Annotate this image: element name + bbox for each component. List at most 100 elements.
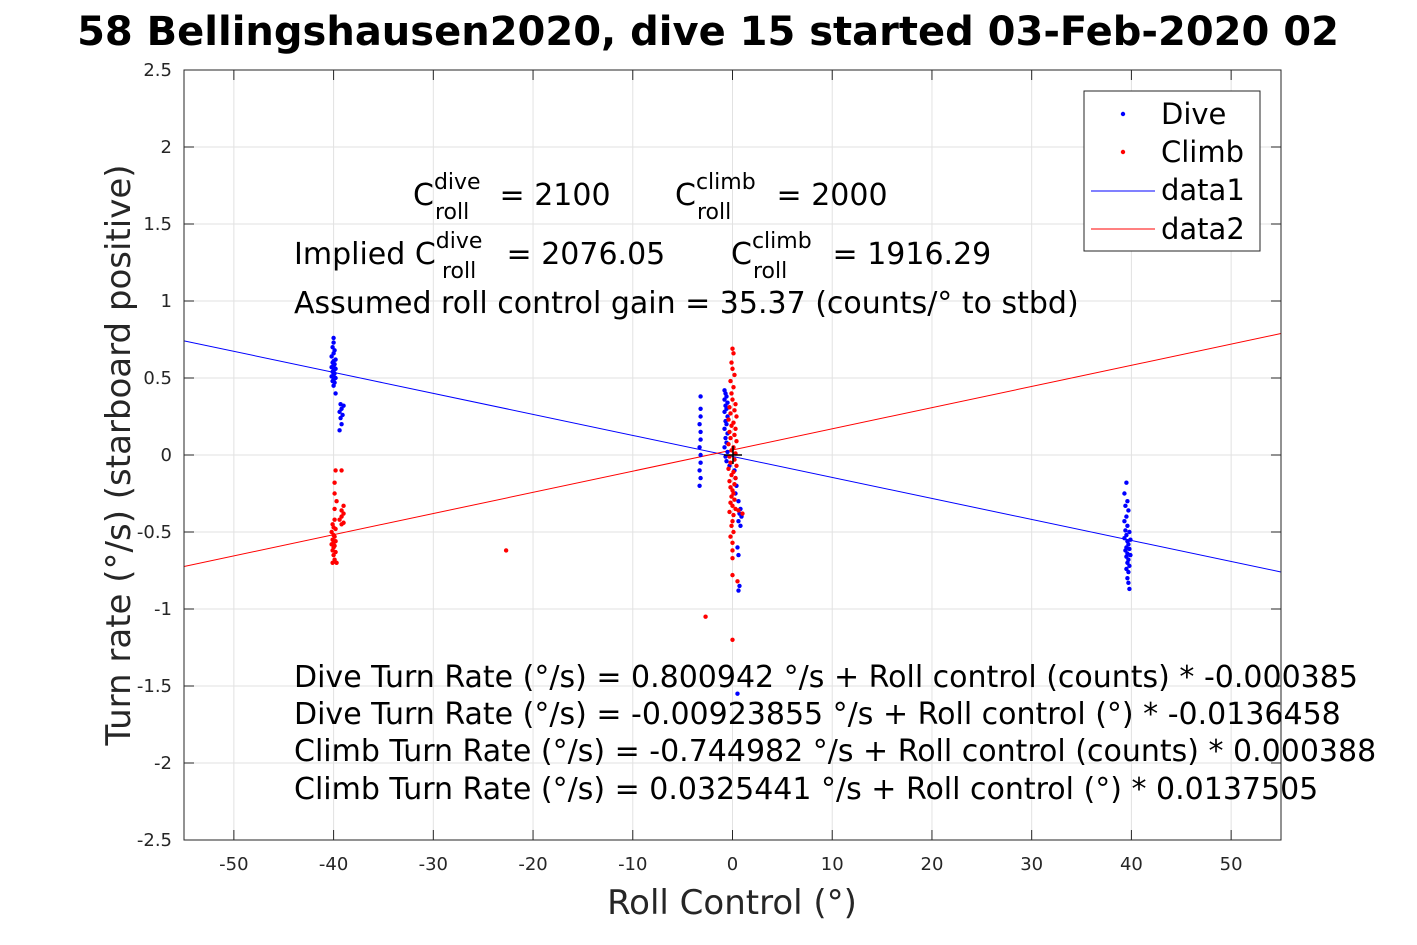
- dive-point: [697, 468, 702, 473]
- climb-point: [730, 503, 735, 509]
- y-tick-label: 2: [161, 137, 172, 158]
- dive-point: [698, 394, 703, 399]
- dive-point: [1125, 576, 1130, 581]
- climb-point: [728, 378, 733, 384]
- climb-point: [734, 438, 739, 444]
- x-tick-label: 10: [821, 854, 844, 875]
- climb-point: [734, 414, 739, 419]
- climb-point: [332, 491, 337, 496]
- climb-point: [728, 435, 733, 441]
- dive-point: [1125, 523, 1130, 529]
- dive-point: [339, 422, 344, 427]
- y-tick-label: 0.5: [143, 368, 172, 389]
- zero-marker: [724, 446, 742, 464]
- climb-point: [727, 478, 732, 484]
- climb-point: [735, 579, 740, 584]
- legend-label-data2: data2: [1161, 212, 1245, 246]
- x-tick-label: 50: [1220, 854, 1243, 875]
- climb-point: [731, 529, 736, 535]
- climb-point: [731, 512, 736, 518]
- climb-point: [730, 366, 735, 371]
- climb-point: [726, 466, 731, 472]
- dive-point: [735, 545, 740, 550]
- dive-point: [736, 499, 741, 504]
- climb-point: [334, 499, 339, 504]
- climb-point: [732, 482, 737, 487]
- implied-dive-text: Implied Cdive roll = 2076.05: [294, 229, 665, 284]
- legend-item-dive: Dive: [1120, 97, 1226, 131]
- dive-point: [723, 435, 728, 441]
- legend-box: [1083, 90, 1261, 252]
- x-tick-label: 20: [921, 854, 944, 875]
- climb-point: [729, 423, 734, 428]
- x-tick-label: -10: [618, 854, 647, 875]
- y-tick-label: 2.5: [143, 60, 172, 81]
- climb-point: [730, 346, 735, 351]
- dive-point: [1126, 580, 1131, 586]
- dive-point: [1128, 552, 1133, 558]
- dive-point: [338, 415, 343, 421]
- dive-point: [698, 475, 703, 481]
- y-tick-label: -2.5: [137, 830, 172, 851]
- y-tick-label: -0.5: [137, 522, 172, 543]
- dive-point: [697, 445, 702, 450]
- dive-point: [736, 588, 741, 593]
- dive-point: [1126, 508, 1131, 513]
- legend-item-climb: Climb: [1120, 135, 1244, 169]
- dive-point: [738, 523, 743, 529]
- dive-point: [1123, 503, 1128, 509]
- climb-point: [729, 494, 734, 499]
- climb-point: [503, 548, 509, 553]
- annotation-gain: Assumed roll control gain = 35.37 (count…: [294, 286, 1079, 321]
- annotation-c-roll: Cdive roll = 2100 Cclimb roll = 2000: [413, 170, 888, 225]
- climb-point: [337, 517, 342, 522]
- climb-point: [728, 534, 733, 539]
- dive-point: [1127, 563, 1132, 569]
- dive-point: [724, 458, 729, 464]
- annotation-implied-c-roll: Implied Cdive roll = 2076.05 Cclimb roll =…: [294, 229, 991, 284]
- dive-point: [722, 426, 727, 432]
- dive-point: [724, 422, 729, 427]
- climb-point: [732, 372, 737, 378]
- dive-point: [1125, 499, 1130, 504]
- climb-point: [726, 417, 731, 422]
- y-tick-label: 0: [161, 445, 172, 466]
- climb-point: [730, 572, 735, 578]
- dive-point: [331, 335, 336, 341]
- dive-point: [1127, 586, 1132, 592]
- dive-point: [698, 414, 703, 419]
- dive-point: [1127, 529, 1132, 535]
- axis-ticks: [184, 69, 1281, 841]
- dive-point: [725, 449, 730, 455]
- dive-point: [736, 519, 741, 524]
- equation-dive-degrees: Dive Turn Rate (°/s) = -0.00923855 °/s +…: [294, 697, 1341, 732]
- x-axis-label: Roll Control (°): [607, 883, 857, 923]
- dive-point: [737, 583, 742, 589]
- dive-point: [698, 437, 703, 442]
- dive-point: [735, 691, 740, 696]
- climb-point: [730, 540, 735, 545]
- dive-point: [331, 340, 336, 345]
- climb-point: [332, 480, 337, 485]
- x-tick-label: -30: [419, 854, 448, 875]
- climb-point: [339, 522, 344, 527]
- dive-point: [337, 409, 342, 415]
- legend-label-data1: data1: [1161, 173, 1245, 207]
- climb-point: [733, 475, 738, 481]
- dive-point: [698, 406, 703, 411]
- climb-point: [727, 405, 732, 410]
- climb-point: [728, 411, 733, 416]
- fit-equations: Dive Turn Rate (°/s) = 0.800942 °/s + Ro…: [294, 660, 1376, 807]
- climb-point: [729, 360, 734, 365]
- equation-climb-counts: Climb Turn Rate (°/s) = -0.744982 °/s + …: [294, 734, 1376, 769]
- climb-point: [731, 351, 736, 356]
- dive-point: [1127, 546, 1132, 552]
- climb-point: [333, 526, 338, 532]
- dive-point: [1123, 528, 1128, 533]
- x-tick-label: -40: [319, 854, 348, 875]
- climb-point: [732, 497, 737, 502]
- dive-point: [697, 422, 702, 427]
- x-tick-label: 40: [1120, 854, 1143, 875]
- climb-point: [732, 408, 737, 413]
